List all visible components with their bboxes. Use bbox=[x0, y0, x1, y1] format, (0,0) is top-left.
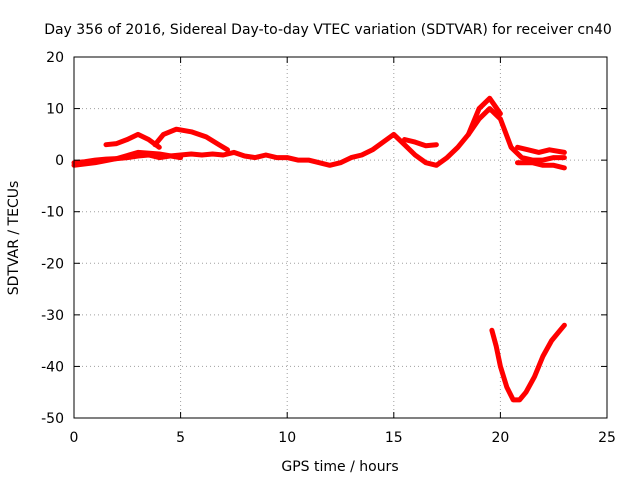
y-tick-label: -50 bbox=[41, 411, 64, 427]
series-trace-2 bbox=[103, 131, 162, 150]
data-traces bbox=[71, 95, 567, 403]
grid-lines bbox=[74, 57, 607, 418]
x-tick-label: 5 bbox=[176, 430, 185, 446]
plot-frame bbox=[73, 56, 608, 419]
chart-title: Day 356 of 2016, Sidereal Day-to-day VTE… bbox=[44, 22, 612, 38]
x-tick-labels: 0 5 10 15 20 25 bbox=[70, 430, 616, 446]
y-axis-label: SDTVAR / TECUs bbox=[6, 181, 22, 296]
x-tick-label: 0 bbox=[70, 430, 79, 446]
series-trace-9 bbox=[489, 322, 567, 403]
y-tick-labels: -50 -40 -30 -20 -10 0 10 20 bbox=[41, 50, 64, 427]
x-axis-label: GPS time / hours bbox=[281, 459, 398, 475]
x-tick-label: 25 bbox=[598, 430, 616, 446]
series-trace-3 bbox=[152, 126, 230, 153]
series-trace-4 bbox=[71, 149, 184, 168]
x-tick-label: 20 bbox=[491, 430, 509, 446]
axis-ticks bbox=[73, 56, 608, 419]
y-tick-label: -20 bbox=[41, 256, 64, 272]
y-tick-label: -30 bbox=[41, 308, 64, 324]
series-trace-8 bbox=[515, 144, 567, 155]
y-tick-label: -10 bbox=[41, 205, 64, 221]
y-tick-label: 0 bbox=[55, 153, 64, 169]
x-tick-label: 10 bbox=[278, 430, 296, 446]
series-trace-7 bbox=[515, 160, 567, 171]
y-tick-label: -40 bbox=[41, 359, 64, 375]
series-trace-1 bbox=[71, 106, 567, 168]
series-trace-5 bbox=[402, 137, 439, 149]
y-tick-label: 20 bbox=[46, 50, 64, 66]
y-tick-label: 10 bbox=[46, 102, 64, 118]
series-trace-6 bbox=[465, 95, 503, 137]
x-tick-label: 15 bbox=[385, 430, 403, 446]
